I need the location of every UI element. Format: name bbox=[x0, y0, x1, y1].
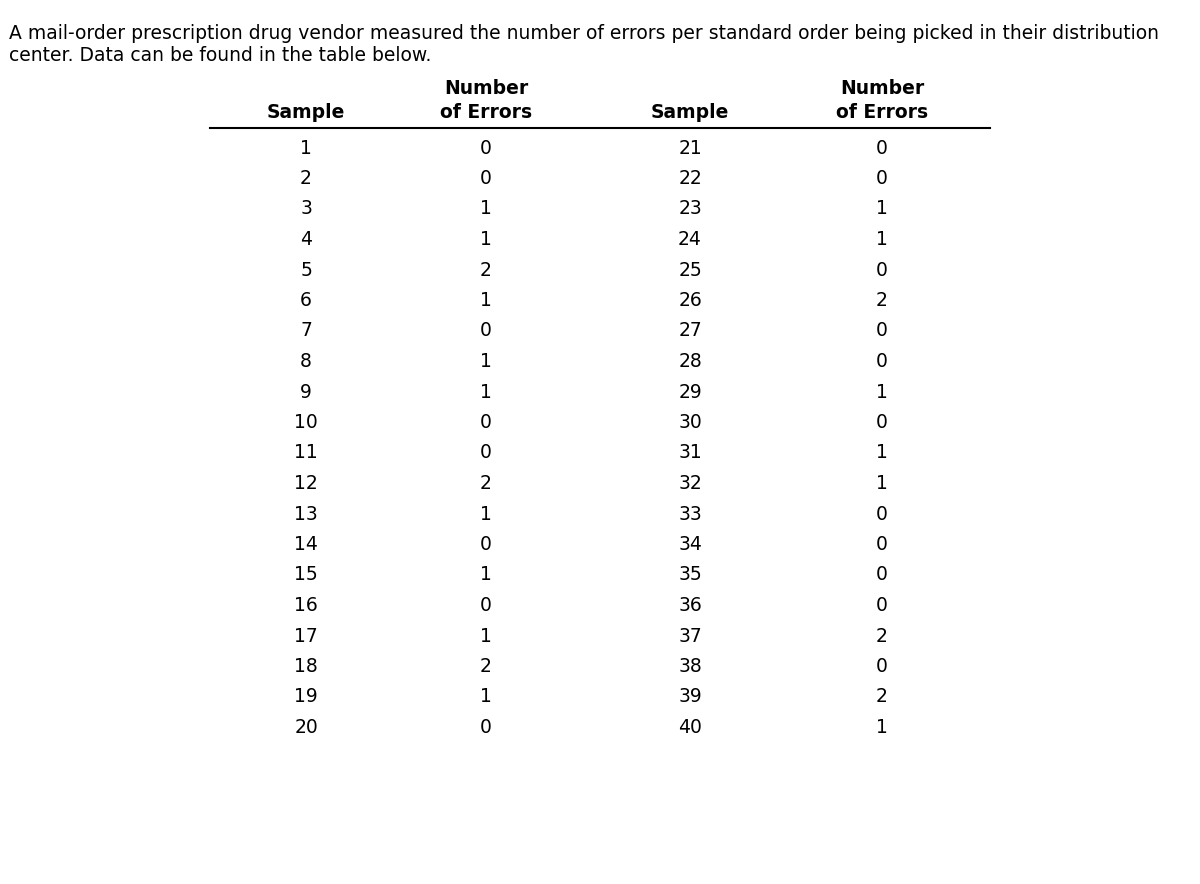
Text: 32: 32 bbox=[678, 474, 702, 493]
Text: 12: 12 bbox=[294, 474, 318, 493]
Text: 28: 28 bbox=[678, 352, 702, 371]
Text: 0: 0 bbox=[876, 413, 888, 432]
Text: 11: 11 bbox=[294, 444, 318, 462]
Text: 2: 2 bbox=[876, 291, 888, 310]
Text: 22: 22 bbox=[678, 169, 702, 188]
Text: 6: 6 bbox=[300, 291, 312, 310]
Text: 0: 0 bbox=[876, 505, 888, 523]
Text: 25: 25 bbox=[678, 261, 702, 279]
Text: A mail-order prescription drug vendor measured the number of errors per standard: A mail-order prescription drug vendor me… bbox=[10, 24, 1159, 43]
Text: 23: 23 bbox=[678, 200, 702, 218]
Text: 2: 2 bbox=[480, 657, 492, 676]
Text: 1: 1 bbox=[300, 139, 312, 157]
Text: 1: 1 bbox=[480, 230, 492, 249]
Text: 0: 0 bbox=[480, 322, 492, 340]
Text: 2: 2 bbox=[876, 688, 888, 706]
Text: 1: 1 bbox=[876, 383, 888, 401]
Text: Sample: Sample bbox=[266, 103, 346, 121]
Text: 37: 37 bbox=[678, 627, 702, 645]
Text: 4: 4 bbox=[300, 230, 312, 249]
Text: 31: 31 bbox=[678, 444, 702, 462]
Text: 1: 1 bbox=[480, 627, 492, 645]
Text: 2: 2 bbox=[480, 474, 492, 493]
Text: 21: 21 bbox=[678, 139, 702, 157]
Text: 15: 15 bbox=[294, 566, 318, 584]
Text: of Errors: of Errors bbox=[440, 103, 532, 121]
Text: 34: 34 bbox=[678, 535, 702, 554]
Text: 5: 5 bbox=[300, 261, 312, 279]
Text: 20: 20 bbox=[294, 718, 318, 737]
Text: center. Data can be found in the table below.: center. Data can be found in the table b… bbox=[10, 46, 431, 65]
Text: 16: 16 bbox=[294, 596, 318, 615]
Text: 38: 38 bbox=[678, 657, 702, 676]
Text: 8: 8 bbox=[300, 352, 312, 371]
Text: Sample: Sample bbox=[650, 103, 730, 121]
Text: 1: 1 bbox=[876, 474, 888, 493]
Text: 29: 29 bbox=[678, 383, 702, 401]
Text: 1: 1 bbox=[480, 383, 492, 401]
Text: 14: 14 bbox=[294, 535, 318, 554]
Text: 3: 3 bbox=[300, 200, 312, 218]
Text: 18: 18 bbox=[294, 657, 318, 676]
Text: 1: 1 bbox=[480, 200, 492, 218]
Text: 1: 1 bbox=[876, 230, 888, 249]
Text: 9: 9 bbox=[300, 383, 312, 401]
Text: 0: 0 bbox=[480, 718, 492, 737]
Text: 0: 0 bbox=[876, 322, 888, 340]
Text: 0: 0 bbox=[876, 352, 888, 371]
Text: Number: Number bbox=[444, 80, 528, 98]
Text: 33: 33 bbox=[678, 505, 702, 523]
Text: of Errors: of Errors bbox=[836, 103, 928, 121]
Text: 1: 1 bbox=[876, 200, 888, 218]
Text: 0: 0 bbox=[876, 566, 888, 584]
Text: 36: 36 bbox=[678, 596, 702, 615]
Text: 35: 35 bbox=[678, 566, 702, 584]
Text: 40: 40 bbox=[678, 718, 702, 737]
Text: 0: 0 bbox=[480, 413, 492, 432]
Text: 24: 24 bbox=[678, 230, 702, 249]
Text: 1: 1 bbox=[480, 566, 492, 584]
Text: 1: 1 bbox=[480, 291, 492, 310]
Text: 10: 10 bbox=[294, 413, 318, 432]
Text: 1: 1 bbox=[876, 444, 888, 462]
Text: 0: 0 bbox=[480, 596, 492, 615]
Text: 26: 26 bbox=[678, 291, 702, 310]
Text: 13: 13 bbox=[294, 505, 318, 523]
Text: 2: 2 bbox=[300, 169, 312, 188]
Text: 19: 19 bbox=[294, 688, 318, 706]
Text: 0: 0 bbox=[876, 139, 888, 157]
Text: 2: 2 bbox=[480, 261, 492, 279]
Text: 27: 27 bbox=[678, 322, 702, 340]
Text: 1: 1 bbox=[480, 688, 492, 706]
Text: 0: 0 bbox=[876, 535, 888, 554]
Text: 0: 0 bbox=[480, 444, 492, 462]
Text: 39: 39 bbox=[678, 688, 702, 706]
Text: 2: 2 bbox=[876, 627, 888, 645]
Text: 1: 1 bbox=[876, 718, 888, 737]
Text: 0: 0 bbox=[480, 169, 492, 188]
Text: Number: Number bbox=[840, 80, 924, 98]
Text: 0: 0 bbox=[876, 596, 888, 615]
Text: 0: 0 bbox=[876, 657, 888, 676]
Text: 0: 0 bbox=[876, 261, 888, 279]
Text: 0: 0 bbox=[480, 535, 492, 554]
Text: 17: 17 bbox=[294, 627, 318, 645]
Text: 1: 1 bbox=[480, 352, 492, 371]
Text: 7: 7 bbox=[300, 322, 312, 340]
Text: 0: 0 bbox=[876, 169, 888, 188]
Text: 1: 1 bbox=[480, 505, 492, 523]
Text: 0: 0 bbox=[480, 139, 492, 157]
Text: 30: 30 bbox=[678, 413, 702, 432]
